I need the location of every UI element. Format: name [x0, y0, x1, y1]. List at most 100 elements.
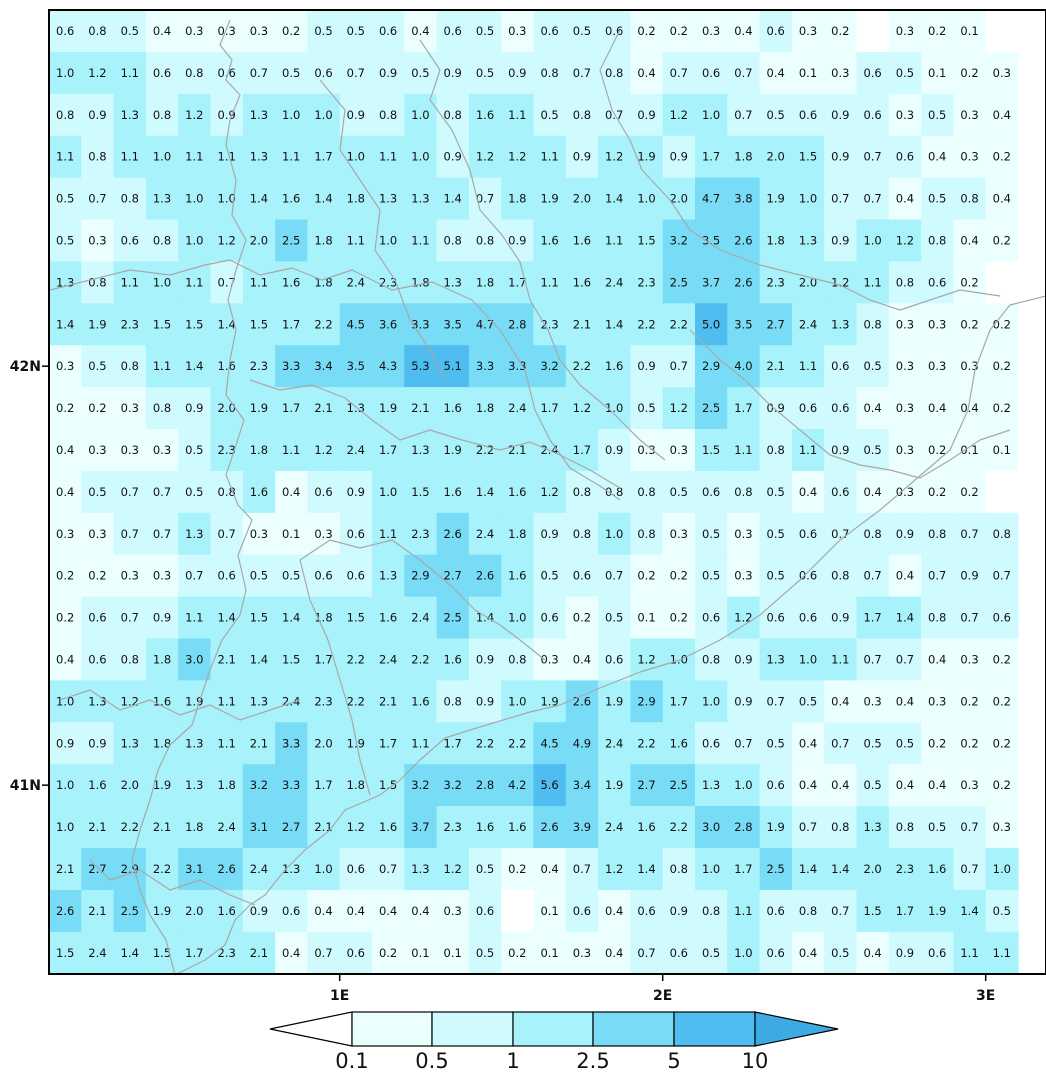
cell-value-label: 3.2: [540, 359, 558, 373]
heatmap-cell: [49, 470, 82, 514]
cell-value-label: 0.2: [56, 611, 74, 625]
cell-value-label: 1.1: [282, 443, 300, 457]
cell-value-label: 0.8: [605, 66, 623, 80]
heatmap-cell: [759, 51, 793, 95]
cell-value-label: 1.4: [960, 904, 978, 918]
cell-value-label: 0.2: [379, 946, 397, 960]
cell-value-label: 1.1: [863, 275, 881, 289]
cell-value-label: 0.9: [831, 443, 849, 457]
cell-value-label: 0.6: [88, 653, 106, 667]
cell-value-label: 1.1: [121, 66, 139, 80]
heatmap-cell: [953, 345, 987, 388]
cell-value-label: 5.6: [540, 778, 558, 792]
heatmap-cell: [533, 177, 567, 221]
cell-value-label: 3.2: [411, 778, 429, 792]
heatmap-cell: [372, 638, 405, 681]
cell-value-label: 1.1: [540, 150, 558, 164]
cell-value-label: 0.2: [928, 443, 946, 457]
heatmap-cell: [501, 596, 535, 640]
cell-value-label: 0.3: [88, 233, 106, 247]
cell-value-label: 1.3: [282, 862, 300, 876]
cell-value-label: 3.8: [734, 192, 752, 206]
heatmap-cell: [49, 345, 82, 388]
heatmap-cell: [49, 303, 82, 346]
heatmap-cell: [953, 93, 987, 137]
cell-value-label: 1.3: [250, 108, 268, 122]
heatmap-cell: [404, 931, 438, 975]
heatmap-cell: [824, 722, 858, 765]
cell-value-label: 1.8: [314, 611, 332, 625]
cell-value-label: 2.2: [670, 820, 688, 834]
cell-value-label: 0.7: [185, 569, 203, 583]
heatmap-cell: [113, 889, 147, 933]
cell-value-label: 0.9: [605, 443, 623, 457]
cell-value-label: 0.6: [896, 150, 914, 164]
province-border: [49, 259, 621, 501]
cell-value-label: 1.8: [767, 233, 785, 247]
heatmap-cell: [242, 931, 276, 975]
cell-value-label: 1.2: [637, 653, 655, 667]
heatmap-cell: [953, 512, 987, 556]
heatmap-cell: [695, 135, 728, 179]
cell-value-label: 0.5: [476, 24, 494, 38]
cell-value-label: 1.6: [250, 485, 268, 499]
cell-value-label: 1.2: [734, 611, 752, 625]
cell-value-label: 0.1: [411, 946, 429, 960]
cell-value-label: 2.3: [540, 317, 558, 331]
heatmap-cell: [501, 51, 535, 95]
heatmap-cell: [727, 512, 761, 556]
cell-value-label: 2.1: [573, 317, 591, 331]
cell-value-label: 2.0: [314, 736, 332, 750]
cell-value-label: 0.6: [702, 66, 720, 80]
cell-value-label: 1.1: [282, 150, 300, 164]
heatmap-cell: [695, 806, 728, 849]
heatmap-cell: [630, 722, 664, 765]
heatmap-cell: [953, 554, 987, 598]
cell-value-label: 0.3: [250, 24, 268, 38]
heatmap-cell: [178, 470, 212, 514]
heatmap-cell: [598, 219, 631, 262]
cell-value-label: 0.8: [734, 485, 752, 499]
heatmap-cell: [501, 429, 535, 472]
cell-value-label: 0.6: [767, 778, 785, 792]
heatmap-cell: [921, 470, 954, 514]
cell-value-label: 1.6: [508, 485, 526, 499]
heatmap-cell: [533, 135, 567, 179]
heatmap-cell: [533, 889, 567, 933]
heatmap-cell: [791, 303, 825, 346]
heatmap-cell: [210, 764, 244, 807]
cell-value-label: 0.6: [799, 108, 817, 122]
heatmap-cell: [372, 51, 405, 95]
heatmap-cell: [404, 554, 438, 598]
cell-value-label: 0.5: [896, 66, 914, 80]
cell-value-label: 1.9: [540, 694, 558, 708]
cell-value-label: 0.2: [993, 150, 1011, 164]
heatmap-cell: [824, 680, 858, 723]
cell-value-label: 1.7: [314, 150, 332, 164]
heatmap-cell: [275, 848, 308, 891]
heatmap-cell: [888, 51, 922, 95]
heatmap-cell: [210, 680, 244, 723]
cell-value-label: 0.7: [88, 192, 106, 206]
heatmap-cell: [888, 596, 922, 640]
heatmap-cell: [145, 512, 179, 556]
heatmap-cell: [630, 889, 664, 933]
cell-value-label: 1.5: [282, 653, 300, 667]
heatmap-cell: [275, 93, 308, 137]
heatmap-cell: [824, 345, 858, 388]
cell-value-label: 0.9: [896, 946, 914, 960]
heatmap-cell: [178, 554, 212, 598]
heatmap-cell: [81, 722, 115, 765]
cell-value-label: 1.2: [444, 862, 462, 876]
cell-value-label: 0.6: [799, 611, 817, 625]
heatmap-cell: [113, 848, 147, 891]
heatmap-cell: [727, 680, 761, 723]
cell-value-label: 0.4: [637, 66, 655, 80]
heatmap-cell: [727, 638, 761, 681]
cell-value-label: 2.2: [153, 862, 171, 876]
heatmap-cell: [242, 429, 276, 472]
colorbar-label: 10: [742, 1049, 769, 1073]
cell-value-label: 0.9: [670, 904, 688, 918]
cell-value-label: 2.0: [863, 862, 881, 876]
cell-value-label: 0.2: [670, 569, 688, 583]
